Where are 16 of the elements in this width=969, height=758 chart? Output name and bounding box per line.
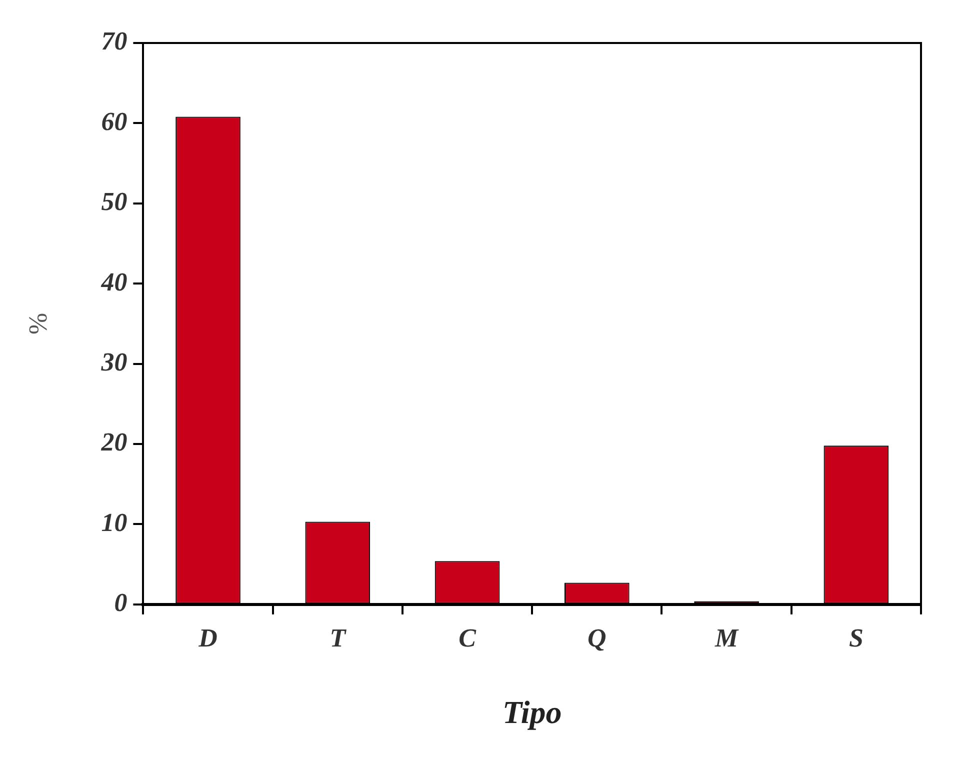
y-tick-label: 60 [101, 106, 128, 136]
x-axis-title: Tipo [502, 694, 562, 730]
y-tick-label: 0 [114, 588, 128, 618]
x-tick-label: M [714, 624, 739, 653]
y-tick-label: 40 [100, 267, 128, 296]
y-tick-label: 50 [101, 187, 128, 216]
y-axis-title: % [23, 312, 52, 335]
x-tick-label: Q [588, 624, 607, 653]
y-tick-label: 20 [100, 428, 128, 457]
x-tick-label: C [458, 624, 477, 653]
y-tick-label: 10 [101, 508, 128, 537]
x-tick-label: D [198, 624, 218, 653]
y-tick-label: 30 [100, 348, 128, 377]
y-tick-label: 70 [101, 26, 128, 56]
x-tick-label: S [848, 624, 864, 653]
x-tick-label: T [330, 624, 347, 653]
